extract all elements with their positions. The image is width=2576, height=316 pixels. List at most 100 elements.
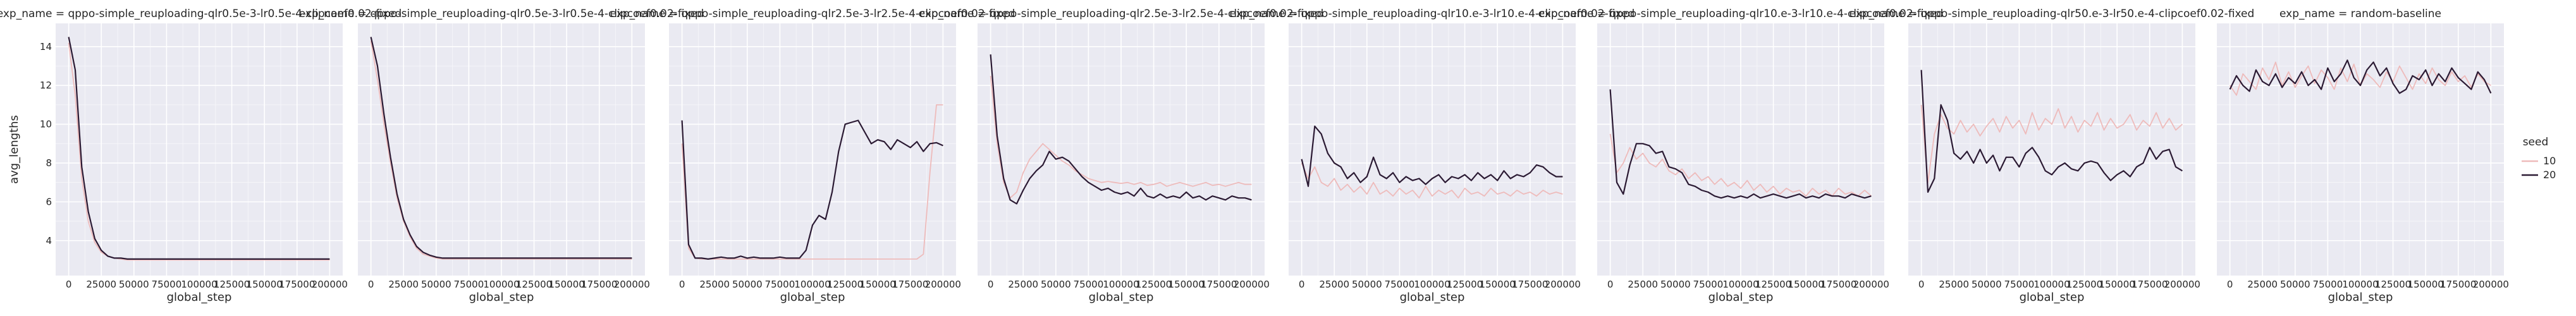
minor-gridlines <box>2217 23 2504 276</box>
series-line-seed-10 <box>681 104 943 260</box>
x-tick-label: 150000 <box>549 279 585 290</box>
x-tick-label: 50000 <box>1041 279 1071 290</box>
y-tick-label: 14 <box>40 41 52 52</box>
x-tick-label: 50000 <box>119 279 149 290</box>
x-tick-label: 50000 <box>1660 279 1691 290</box>
x-tick-label: 0 <box>2227 279 2233 290</box>
x-tick-label: 125000 <box>516 279 552 290</box>
x-tick-label: 25000 <box>1628 279 1658 290</box>
panel-6: 0 25000 50000 75000 100000125000150000175000… <box>1538 8 1944 304</box>
x-tick-label: 25000 <box>1319 279 1349 290</box>
x-tick-label: 200000 <box>1234 279 1270 290</box>
x-tick-label: 75000 <box>1385 279 1415 290</box>
x-tick-label: 75000 <box>2313 279 2343 290</box>
series-line-seed-20 <box>1301 125 1563 187</box>
x-axis-label: global_step <box>469 291 534 304</box>
x-tick-label: 100000 <box>2033 279 2070 290</box>
x-tick-label: 25000 <box>1008 279 1038 290</box>
x-tick-label: 25000 <box>1939 279 1969 290</box>
x-tick-label: 100000 <box>2342 279 2378 290</box>
x-tick-label: 200000 <box>925 279 961 290</box>
series-line-seed-10 <box>370 40 632 260</box>
panel-title: exp_name = qppo-simple_reuploading-qlr2.… <box>919 8 1324 20</box>
x-axis-label: global_step <box>2328 291 2393 304</box>
panel-1: 4 6 8 10 12 14 0 25000 50000 75000 100000125000150… <box>0 8 402 304</box>
x-tick-label: 125000 <box>1136 279 1172 290</box>
x-tick-label: 175000 <box>1201 279 1237 290</box>
x-tick-label: 50000 <box>2280 279 2310 290</box>
x-tick-label: 25000 <box>86 279 116 290</box>
x-tick-label: 50000 <box>732 279 763 290</box>
x-tick-label: 0 <box>1918 279 1925 290</box>
series-line-seed-20 <box>990 54 1252 205</box>
x-tick-label: 200000 <box>1853 279 1889 290</box>
series-line-seed-10 <box>1609 133 1872 197</box>
x-tick-label: 0 <box>679 279 685 290</box>
panel-4: 0 25000 50000 75000 100000125000150000175000… <box>919 8 1324 304</box>
x-axis-label: global_step <box>167 291 232 304</box>
y-axis-label: avg_lengths <box>8 115 21 184</box>
x-axis-label: global_step <box>2020 291 2085 304</box>
x-tick-label: 125000 <box>214 279 250 290</box>
x-tick-label: 150000 <box>2099 279 2135 290</box>
panel-title: exp_name = qppo-simple_reuploading-qlr2.… <box>610 8 1015 20</box>
x-tick-label: 75000 <box>1074 279 1104 290</box>
x-tick-label: 200000 <box>614 279 650 290</box>
panel-2: 0 25000 50000 75000 100000125000150000175000… <box>299 8 704 304</box>
x-tick-label: 100000 <box>1414 279 1450 290</box>
panel-title: exp_name = qppo-simple_reuploading-qlr10… <box>1230 8 1635 20</box>
x-tick-label: 150000 <box>2408 279 2444 290</box>
x-tick-label: 175000 <box>581 279 617 290</box>
legend-title: seed <box>2523 136 2549 149</box>
series-line-seed-10 <box>1920 104 2183 183</box>
y-tick-label: 12 <box>40 80 52 91</box>
series-line-seed-20 <box>68 37 330 260</box>
legend-label-seed-20: 20 <box>2543 169 2556 181</box>
x-tick-label: 175000 <box>892 279 928 290</box>
x-tick-label: 75000 <box>1693 279 1724 290</box>
x-tick-label: 125000 <box>1755 279 1791 290</box>
x-tick-label: 200000 <box>1545 279 1581 290</box>
x-tick-label: 50000 <box>1972 279 2002 290</box>
x-tick-label: 175000 <box>1512 279 1548 290</box>
x-tick-label: 200000 <box>2473 279 2509 290</box>
panel-title: exp_name = qppo-simple_reuploading-qlr0.… <box>0 8 402 20</box>
x-tick-label: 200000 <box>2164 279 2200 290</box>
series-line-seed-10 <box>1301 162 1563 199</box>
panel-title: exp_name = qppo-simple_reuploading-qlr10… <box>1538 8 1944 20</box>
series-line-seed-20 <box>1609 89 1872 199</box>
x-tick-label: 125000 <box>1447 279 1483 290</box>
x-tick-label: 0 <box>1607 279 1614 290</box>
x-axis-label: global_step <box>1089 291 1154 304</box>
x-tick-label: 175000 <box>2131 279 2168 290</box>
x-tick-label: 75000 <box>152 279 182 290</box>
x-tick-label: 100000 <box>1722 279 1758 290</box>
x-tick-label: 50000 <box>1352 279 1382 290</box>
panel-title: exp_name = random-baseline <box>2279 8 2441 20</box>
panel-8: 0 25000 50000 75000 100000125000150000175000… <box>2217 8 2509 304</box>
series-line-seed-10 <box>990 75 1252 199</box>
x-axis-label: global_step <box>780 291 845 304</box>
x-tick-label: 150000 <box>860 279 896 290</box>
x-tick-label: 150000 <box>1788 279 1824 290</box>
series-line-seed-20 <box>370 37 632 259</box>
x-tick-label: 75000 <box>765 279 795 290</box>
x-tick-label: 150000 <box>1480 279 1516 290</box>
y-tick-label: 4 <box>46 235 52 246</box>
x-tick-label: 25000 <box>699 279 730 290</box>
x-tick-label: 125000 <box>827 279 863 290</box>
x-tick-label: 25000 <box>388 279 419 290</box>
x-tick-label: 150000 <box>247 279 283 290</box>
x-tick-label: 150000 <box>1168 279 1205 290</box>
x-tick-label: 200000 <box>312 279 348 290</box>
panel-5: 0 25000 50000 75000 100000125000150000175000… <box>1230 8 1635 304</box>
legend-label-seed-10: 10 <box>2543 155 2556 167</box>
series-line-seed-20 <box>1920 70 2183 193</box>
x-tick-label: 100000 <box>794 279 830 290</box>
x-tick-label: 100000 <box>483 279 519 290</box>
x-tick-label: 0 <box>1299 279 1305 290</box>
x-tick-label: 0 <box>66 279 72 290</box>
series-line-seed-20 <box>2229 59 2492 94</box>
